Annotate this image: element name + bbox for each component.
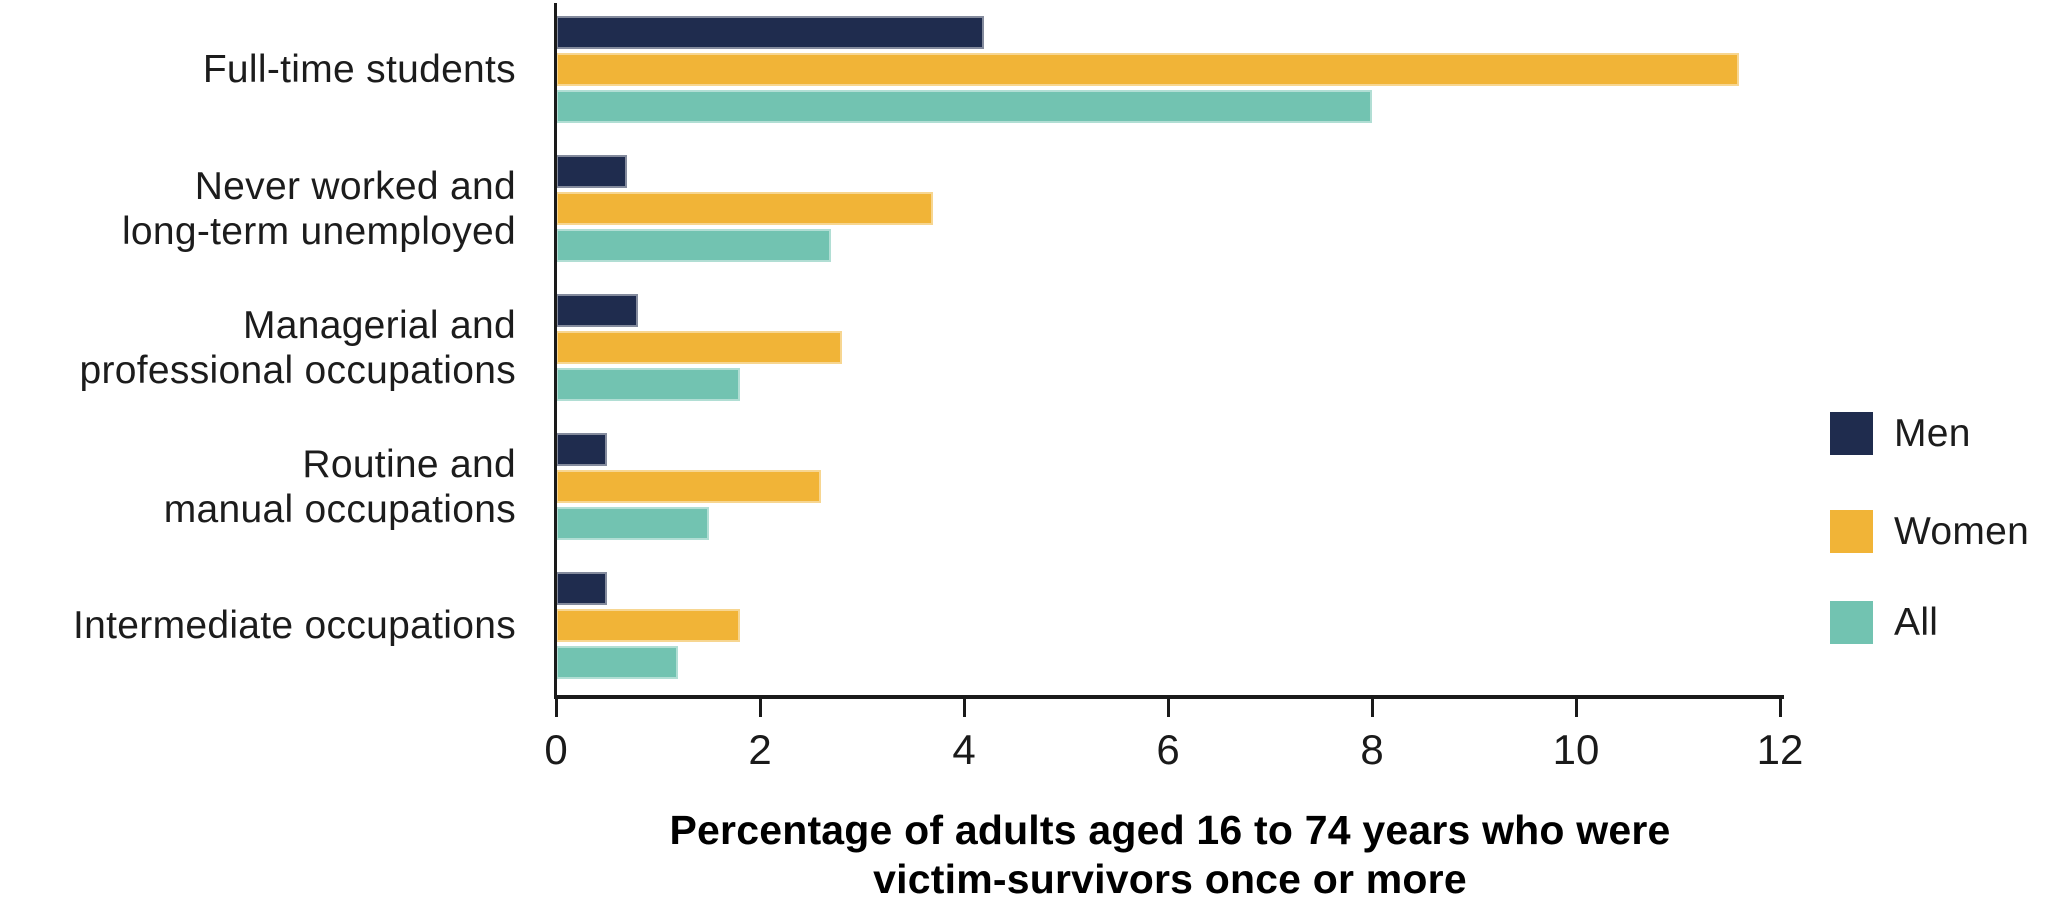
y-axis-line xyxy=(554,3,557,699)
bar-women-never-worked-and-long-term-unemployed xyxy=(556,192,934,225)
legend-swatch-men xyxy=(1830,412,1873,455)
bar-women-managerial-and-professional-occupations xyxy=(556,331,842,364)
category-label-line: long-term unemployed xyxy=(121,209,516,253)
x-axis-title-line: victim-survivors once or more xyxy=(873,856,1467,902)
legend-swatch-women xyxy=(1830,510,1873,553)
category-label-full-time-students: Full-time students xyxy=(0,47,516,92)
bar-men-routine-and-manual-occupations xyxy=(556,433,607,466)
x-axis-line xyxy=(554,695,1784,699)
bar-women-full-time-students xyxy=(556,53,1740,86)
bar-all-full-time-students xyxy=(556,90,1372,123)
bar-all-intermediate-occupations xyxy=(556,646,679,679)
category-label-line: Managerial and xyxy=(242,303,516,347)
x-axis-title-line: Percentage of adults aged 16 to 74 years… xyxy=(669,807,1671,853)
bar-men-full-time-students xyxy=(556,16,985,49)
category-label-line: Full-time students xyxy=(202,48,516,91)
bar-women-intermediate-occupations xyxy=(556,609,740,642)
x-tick-12 xyxy=(1778,699,1782,717)
category-label-line: Routine and xyxy=(302,442,516,486)
x-axis-title: Percentage of adults aged 16 to 74 years… xyxy=(556,806,1784,904)
x-tick-label-4: 4 xyxy=(952,726,976,773)
x-tick-8 xyxy=(1370,699,1374,717)
category-label-intermediate-occupations: Intermediate occupations xyxy=(0,603,516,648)
x-tick-label-12: 12 xyxy=(1756,726,1804,773)
category-label-line: professional occupations xyxy=(79,348,516,392)
x-tick-label-2: 2 xyxy=(748,726,772,773)
category-label-line: Never worked and xyxy=(194,164,516,208)
bar-men-never-worked-and-long-term-unemployed xyxy=(556,155,628,188)
x-tick-6 xyxy=(1166,699,1170,717)
legend-label-men: Men xyxy=(1894,411,1971,455)
bar-men-intermediate-occupations xyxy=(556,572,607,605)
x-tick-4 xyxy=(962,699,966,717)
bar-women-routine-and-manual-occupations xyxy=(556,470,822,503)
x-tick-label-8: 8 xyxy=(1360,726,1384,773)
x-tick-label-6: 6 xyxy=(1156,726,1180,773)
x-tick-label-10: 10 xyxy=(1552,726,1600,773)
category-label-never-worked-and-long-term-unemployed: Never worked and long-term unemployed xyxy=(0,164,516,254)
bar-all-managerial-and-professional-occupations xyxy=(556,368,740,401)
legend-label-all: All xyxy=(1894,600,1939,644)
x-tick-2 xyxy=(758,699,762,717)
category-label-line: Intermediate occupations xyxy=(73,604,516,647)
category-label-line: manual occupations xyxy=(163,487,516,531)
category-label-routine-and-manual-occupations: Routine and manual occupations xyxy=(0,442,516,532)
legend-label-women: Women xyxy=(1894,509,2030,553)
x-tick-0 xyxy=(554,699,558,717)
bar-men-managerial-and-professional-occupations xyxy=(556,294,638,327)
x-tick-label-0: 0 xyxy=(544,726,568,773)
bar-all-routine-and-manual-occupations xyxy=(556,507,709,540)
category-label-managerial-and-professional-occupations: Managerial and professional occupations xyxy=(0,303,516,393)
bar-all-never-worked-and-long-term-unemployed xyxy=(556,229,832,262)
legend-swatch-all xyxy=(1830,601,1873,644)
x-tick-10 xyxy=(1574,699,1578,717)
